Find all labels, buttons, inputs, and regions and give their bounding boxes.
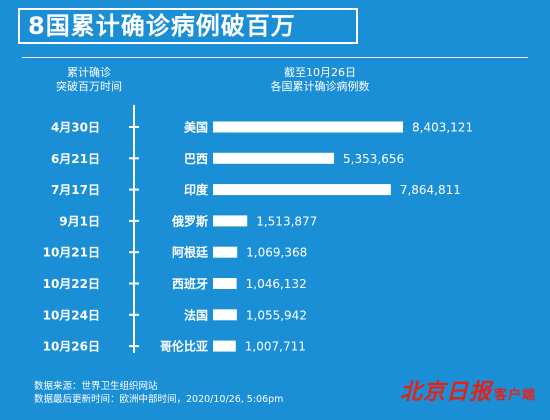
- page-title: 8国累计确诊病例破百万: [28, 12, 296, 40]
- date-label: 10月26日: [43, 340, 100, 354]
- country-label: 阿根廷: [172, 245, 209, 260]
- bar: [213, 340, 236, 352]
- value-label: 5,353,656: [343, 152, 404, 166]
- footer-source: 数据来源：世界卫生组织网站: [34, 381, 158, 392]
- right-column-header: 截至10月26日 各国累计确诊病例数: [250, 66, 390, 94]
- value-label: 1,513,877: [256, 214, 317, 228]
- value-label: 1,055,942: [246, 308, 307, 322]
- country-label: 俄罗斯: [171, 213, 208, 228]
- value-label: 1,007,711: [245, 340, 306, 354]
- footer-updated: 数据最后更新时间：欧洲中部时间，2020/10/26, 5:06pm: [34, 394, 284, 405]
- date-label: 7月17日: [51, 183, 100, 197]
- date-label: 10月21日: [43, 246, 100, 260]
- left-header-line-2: 突破百万时间: [56, 80, 122, 93]
- bar: [213, 152, 335, 164]
- beijing-daily-logo: 北京日报 客户端: [400, 374, 536, 406]
- date-label: 9月1日: [59, 214, 100, 228]
- value-label: 8,403,121: [412, 121, 473, 135]
- country-label: 巴西: [184, 152, 208, 166]
- date-label: 10月24日: [43, 308, 100, 322]
- country-label: 法国: [184, 307, 208, 322]
- left-column-header: 累计确诊 突破百万时间: [44, 66, 134, 94]
- value-label: 7,864,811: [400, 183, 461, 197]
- logo-sub: 客户端: [493, 388, 536, 403]
- bar: [213, 184, 391, 196]
- logo-main: 北京日报: [399, 379, 492, 405]
- bar: [213, 309, 237, 321]
- bar: [213, 215, 248, 227]
- date-label: 4月30日: [51, 121, 100, 135]
- bar: [213, 246, 238, 258]
- country-label: 美国: [184, 120, 208, 135]
- header-divider: [22, 57, 528, 58]
- value-label: 1,069,368: [246, 246, 307, 260]
- title-box: 8国累计确诊病例破百万: [18, 8, 358, 44]
- left-header-line-1: 累计确诊: [67, 66, 111, 79]
- date-label: 6月21日: [51, 152, 100, 166]
- right-header-line-2: 各国累计确诊病例数: [270, 80, 370, 93]
- country-label: 西班牙: [172, 276, 208, 291]
- country-label: 哥伦比亚: [160, 339, 208, 354]
- date-label: 10月22日: [43, 277, 100, 291]
- bar: [213, 121, 403, 133]
- country-label: 印度: [184, 182, 209, 197]
- bar: [213, 278, 237, 289]
- value-label: 1,046,132: [246, 277, 307, 291]
- timeline-line: [133, 105, 135, 353]
- right-header-line-1: 截至10月26日: [284, 66, 356, 79]
